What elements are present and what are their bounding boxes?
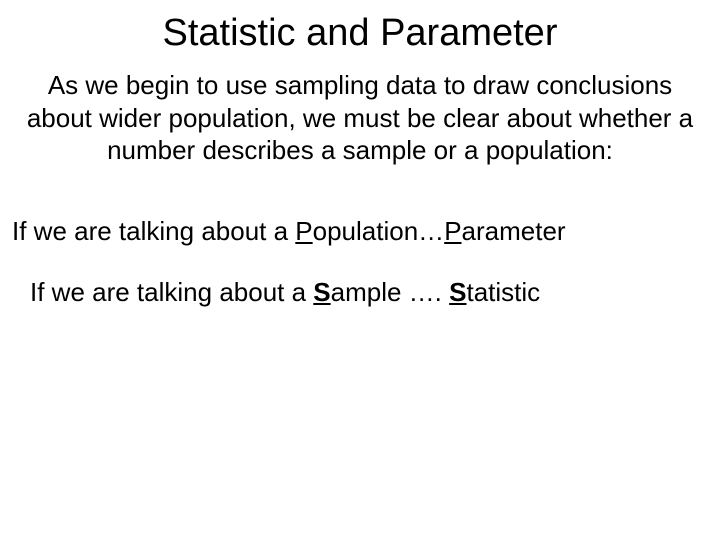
line1-mid: opulation…	[313, 216, 445, 246]
slide-title: Statistic and Parameter	[8, 12, 712, 55]
line1-prefix: If we are talking about a	[12, 216, 295, 246]
line1-suffix: arameter	[462, 216, 566, 246]
slide: Statistic and Parameter As we begin to u…	[0, 0, 720, 540]
intro-paragraph: As we begin to use sampling data to draw…	[8, 69, 712, 167]
line2-mid: ample ….	[331, 277, 450, 307]
line2-underline-1: S	[313, 277, 330, 307]
line2-prefix: If we are talking about a	[30, 277, 313, 307]
line-population: If we are talking about a Population…Par…	[8, 215, 712, 249]
line-sample: If we are talking about a Sample …. Stat…	[8, 276, 712, 310]
line1-underline-2: P	[444, 216, 461, 246]
line2-suffix: tatistic	[466, 277, 540, 307]
line1-underline-1: P	[295, 216, 312, 246]
line2-underline-2: S	[449, 277, 466, 307]
